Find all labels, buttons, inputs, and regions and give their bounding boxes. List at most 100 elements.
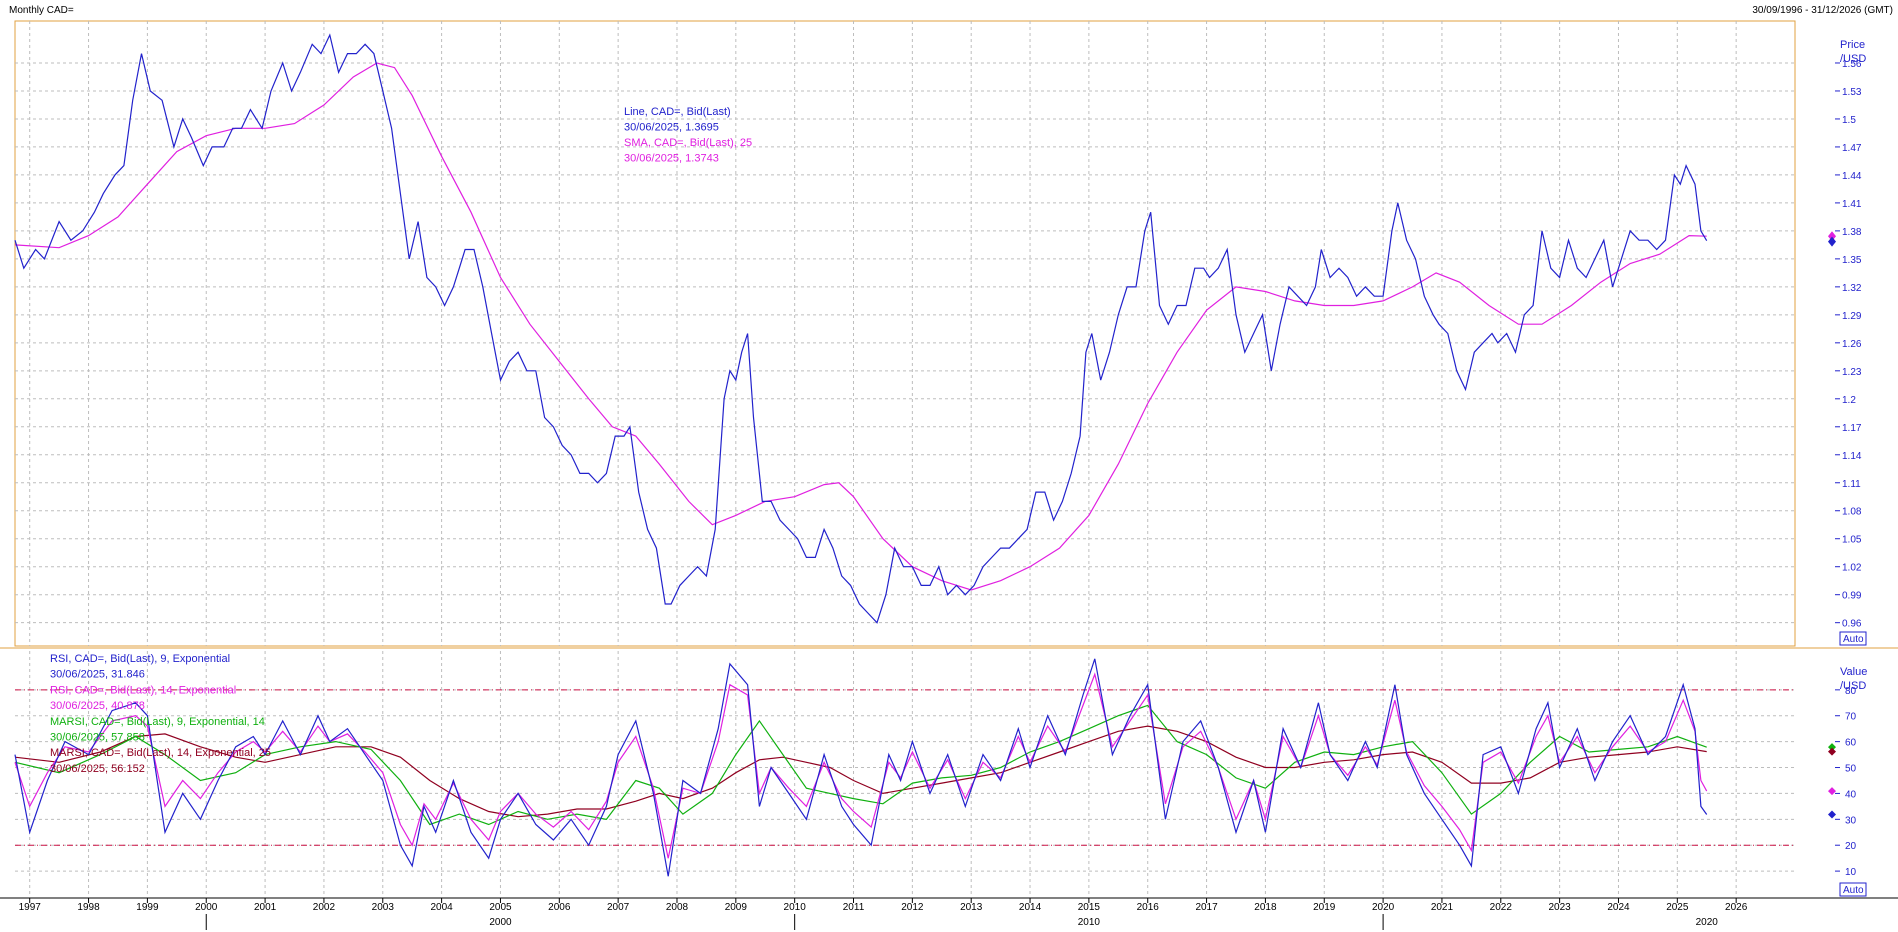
x-tick-label: 2019 (1313, 902, 1336, 913)
x-tick-label: 2006 (548, 902, 571, 913)
x-tick-label: 2008 (666, 902, 689, 913)
x-axis: 1997 1998 1999 2000 2001 2002 2003 2004 2005 2006… (19, 898, 1748, 930)
rsi-ytick-label: 40 (1845, 789, 1857, 800)
rsi-grid (15, 651, 1795, 897)
price-ytick-label: 1.08 (1842, 507, 1862, 518)
rsi-legend-entry: MARSI, CAD=, Bid(Last), 14, Exponential,… (50, 747, 271, 759)
x-tick-label: 2017 (1195, 902, 1218, 913)
price-ytick-label: 1.35 (1842, 255, 1862, 266)
x-tick-label: 2021 (1431, 902, 1454, 913)
price-ytick-label: 1.02 (1842, 563, 1862, 574)
price-ytick-label: 1.56 (1842, 59, 1862, 70)
x-tick-label: 2002 (313, 902, 336, 913)
rsi-legend-entry: MARSI, CAD=, Bid(Last), 9, Exponential, … (50, 716, 265, 728)
rsi-yaxis: 10 20 30 40 50 60 70 80 (1835, 686, 1857, 878)
rsi-auto-label[interactable]: Auto (1843, 885, 1864, 896)
rsi-auto-button[interactable] (1839, 882, 1867, 897)
rsi-panel[interactable] (15, 651, 1795, 897)
rsi-legend-entry: 30/06/2025, 57.858 (50, 732, 145, 744)
price-ytick-label: 1.17 (1842, 423, 1862, 434)
rsi-ytick-label: 70 (1845, 712, 1857, 723)
rsi-legend-entry: 30/06/2025, 40.878 (50, 700, 145, 712)
x-tick-label: 2003 (372, 902, 395, 913)
price-ytick-label: 1.23 (1842, 367, 1862, 378)
rsi-legend-entry: 30/06/2025, 31.846 (50, 669, 145, 681)
price-yaxis: 0.96 0.99 1.02 1.05 1.08 1.11 1.14 1.17 1.2 1.23 1… (1835, 59, 1862, 630)
rsi-ytick-label: 20 (1845, 841, 1857, 852)
price-series (14, 33, 1708, 624)
price-ytick-label: 1.44 (1842, 171, 1862, 182)
x-tick-label: 2001 (254, 902, 277, 913)
price-grid (15, 21, 1795, 646)
x-tick-label: 2009 (725, 902, 748, 913)
x-tick-label: 2005 (489, 902, 512, 913)
rsi-legend: RSI, CAD=, Bid(Last), 9, Exponential 30/0… (50, 653, 271, 775)
price-line (14, 33, 1708, 624)
price-legend: Line, CAD=, Bid(Last) 30/06/2025, 1.3695 S… (624, 106, 752, 165)
price-legend-entry: Line, CAD=, Bid(Last) (624, 106, 731, 118)
rsi-axis-unit: /USD (1840, 680, 1866, 692)
rsi-ytick-label: 80 (1845, 686, 1857, 697)
x-tick-label: 2000 (195, 902, 218, 913)
rsi-ytick-label: 60 (1845, 738, 1857, 749)
rsi-legend-entry: RSI, CAD=, Bid(Last), 9, Exponential (50, 653, 230, 665)
price-ytick-label: 1.26 (1842, 339, 1862, 350)
rsi9-line (14, 658, 1708, 877)
rsi14-last-marker (1828, 787, 1836, 796)
price-legend-entry: 30/06/2025, 1.3695 (624, 122, 719, 134)
price-ytick-label: 1.38 (1842, 227, 1862, 238)
price-ytick-label: 1.47 (1842, 143, 1862, 154)
price-ytick-label: 1.11 (1842, 479, 1861, 490)
x-tick-label: 2023 (1549, 902, 1572, 913)
price-ytick-label: 1.41 (1842, 199, 1862, 210)
x-tick-label: 2011 (843, 902, 865, 913)
date-range: 30/09/1996 - 31/12/2026 (GMT) (1752, 5, 1893, 16)
rsi-markers (1828, 743, 1836, 819)
x-decade-label: 2020 (1696, 917, 1719, 928)
price-auto-label[interactable]: Auto (1843, 634, 1864, 645)
price-axis-title: Price (1840, 39, 1865, 51)
marsi9-line (14, 704, 1707, 826)
x-tick-label: 2025 (1666, 902, 1689, 913)
price-legend-entry: SMA, CAD=, Bid(Last), 25 (624, 137, 752, 149)
marsi14-last-marker (1828, 747, 1836, 756)
rsi-ytick-label: 30 (1845, 815, 1857, 826)
x-decade-label: 2000 (489, 917, 512, 928)
price-ytick-label: 1.5 (1842, 115, 1856, 126)
price-ytick-label: 1.29 (1842, 311, 1862, 322)
price-ytick-label: 1.05 (1842, 535, 1862, 546)
rsi14-line (14, 672, 1708, 859)
x-tick-label: 2024 (1607, 902, 1630, 913)
price-legend-entry: 30/06/2025, 1.3743 (624, 153, 719, 165)
price-ytick-label: 0.96 (1842, 619, 1862, 630)
rsi-axis-title: Value (1840, 666, 1867, 678)
x-tick-label: 2007 (607, 902, 630, 913)
x-tick-label: 2012 (901, 902, 924, 913)
rsi-ytick-label: 10 (1845, 867, 1857, 878)
x-tick-label: 2014 (1019, 902, 1042, 913)
price-ytick-label: 1.2 (1842, 395, 1856, 406)
rsi-legend-entry: 30/06/2025, 56.152 (50, 763, 145, 775)
rsi9-last-marker (1828, 810, 1836, 819)
price-ytick-label: 0.99 (1842, 591, 1862, 602)
sma-last-marker (1828, 231, 1836, 242)
rsi-legend-entry: RSI, CAD=, Bid(Last), 14, Exponential (50, 684, 236, 696)
price-ytick-label: 1.32 (1842, 283, 1862, 294)
x-tick-label: 2020 (1372, 902, 1395, 913)
x-decade-label: 2010 (1078, 917, 1101, 928)
x-tick-label: 2015 (1078, 902, 1101, 913)
x-tick-label: 2018 (1254, 902, 1277, 913)
x-tick-label: 2022 (1490, 902, 1513, 913)
price-ytick-label: 1.14 (1842, 451, 1862, 462)
x-tick-label: 1998 (77, 902, 100, 913)
price-auto-button[interactable] (1839, 631, 1867, 646)
rsi-series (14, 658, 1708, 877)
x-tick-label: 1999 (136, 902, 159, 913)
chart-title: Monthly CAD= (9, 5, 74, 16)
x-tick-label: 2026 (1725, 902, 1748, 913)
x-tick-label: 2016 (1137, 902, 1160, 913)
x-tick-label: 2004 (430, 902, 453, 913)
x-tick-label: 2013 (960, 902, 983, 913)
price-panel[interactable] (14, 20, 1796, 647)
